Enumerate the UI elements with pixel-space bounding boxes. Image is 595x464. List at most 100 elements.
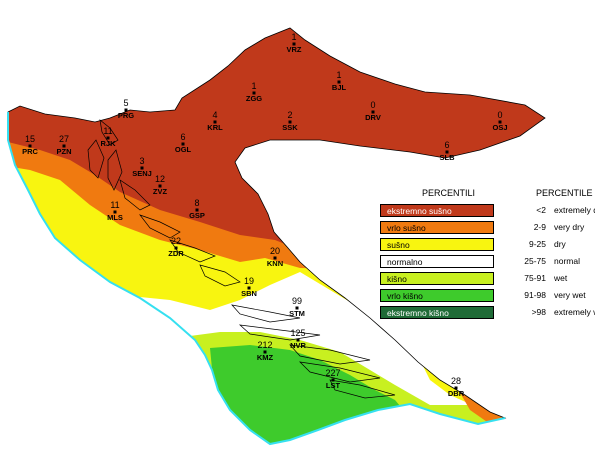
- station-krl: 4 KRL: [207, 110, 223, 132]
- station-dot: [28, 144, 32, 148]
- legend-label-hr: ekstremno kišno: [387, 308, 449, 318]
- station-dot: [195, 208, 199, 212]
- legend-range: >98: [531, 307, 546, 317]
- station-code: RJK: [100, 139, 116, 148]
- station-dot: [106, 136, 110, 140]
- station-pzn: 27 PZN: [57, 134, 72, 156]
- station-dot: [140, 166, 144, 170]
- station-code: BJL: [332, 83, 347, 92]
- station-dot: [124, 108, 128, 112]
- station-code: KRL: [207, 123, 223, 132]
- legend-label-en: very wet: [554, 290, 586, 300]
- station-osj: 0 OSJ: [492, 110, 507, 132]
- station-vrz: 1 VRZ: [287, 32, 302, 54]
- station-value: 1: [251, 81, 256, 91]
- station-value: 11: [103, 126, 112, 136]
- station-dot: [213, 120, 217, 124]
- station-code: KNN: [267, 259, 283, 268]
- station-slb: 6 SLB: [440, 140, 456, 162]
- legend-row: ekstremno sušno <2 extremely dry: [378, 204, 595, 218]
- station-bjl: 1 BJL: [332, 70, 347, 92]
- station-value: 4: [212, 110, 217, 120]
- station-value: 12: [155, 174, 165, 184]
- station-value: 27: [59, 134, 69, 144]
- station-sbn: 19 SBN: [241, 276, 257, 298]
- station-zgg: 1 ZGG: [246, 81, 262, 103]
- station-value: 0: [497, 110, 502, 120]
- station-code: DRV: [365, 113, 381, 122]
- legend-range: 91-98: [524, 290, 546, 300]
- station-value: 6: [180, 132, 185, 142]
- station-code: DBR: [448, 389, 465, 398]
- station-prg: 5 PRG: [118, 98, 134, 120]
- station-dot: [296, 338, 300, 342]
- adriatic-coastline: [7, 112, 506, 446]
- station-dot: [62, 144, 66, 148]
- station-value: 8: [194, 198, 199, 208]
- legend-label-en: wet: [554, 273, 568, 283]
- station-code: PZN: [57, 147, 72, 156]
- station-value: 15: [25, 134, 35, 144]
- station-code: SLB: [440, 153, 456, 162]
- station-dot: [273, 256, 277, 260]
- station-mls: 11 MLS: [107, 200, 123, 222]
- station-ssk: 2 SSK: [282, 110, 298, 132]
- islands: [87, 119, 396, 399]
- legend-range: 2-9: [533, 222, 546, 232]
- legend-row: vrlo sušno 2-9 very dry: [378, 221, 594, 235]
- station-dot: [113, 210, 117, 214]
- station-zvz: 12 ZVZ: [153, 174, 168, 196]
- legend-swatch: ekstremno kišno: [380, 306, 494, 319]
- legend-swatch: vrlo sušno: [380, 221, 494, 234]
- station-nvr: 125 NVR: [290, 328, 306, 350]
- legend-range: 75-91: [524, 273, 546, 283]
- legend-label-hr: normalno: [387, 257, 423, 267]
- station-dot: [252, 91, 256, 95]
- legend-label-hr: kišno: [387, 274, 407, 284]
- station-value: 2: [287, 110, 292, 120]
- station-value: 212: [257, 340, 272, 350]
- legend-row: kišno 75-91 wet: [378, 272, 594, 286]
- station-prc: 15 PRC: [22, 134, 38, 156]
- legend-swatch: normalno: [380, 255, 494, 268]
- legend-row: normalno 25-75 normal: [378, 255, 594, 269]
- station-value: 227: [325, 368, 340, 378]
- station-code: OGL: [175, 145, 192, 154]
- legend-header-en: PERCENTILE: [536, 188, 593, 198]
- station-dot: [337, 80, 341, 84]
- legend-range: 9-25: [528, 239, 546, 249]
- station-stm: 99 STM: [289, 296, 305, 318]
- station-dot: [263, 350, 267, 354]
- station-value: 6: [444, 140, 449, 150]
- legend-range: <2: [536, 205, 546, 215]
- station-code: GSP: [189, 211, 205, 220]
- station-code: SENJ: [132, 169, 152, 178]
- legend-row: ekstremno kišno >98 extremely wet: [378, 306, 595, 320]
- legend-label-en: extremely dry: [554, 205, 595, 215]
- station-senj: 3 SENJ: [132, 156, 152, 178]
- legend-range: 25-75: [524, 256, 546, 266]
- station-zdr: 22 ZDR: [168, 236, 184, 258]
- station-value: 1: [291, 32, 296, 42]
- station-code: KMZ: [257, 353, 274, 362]
- station-drv: 0 DRV: [365, 100, 381, 122]
- station-code: STM: [289, 309, 305, 318]
- station-knn: 20 KNN: [267, 246, 283, 268]
- legend-label-hr: ekstremno sušno: [387, 206, 452, 216]
- station-dot: [498, 120, 502, 124]
- station-dot: [174, 246, 178, 250]
- station-value: 20: [270, 246, 280, 256]
- legend-row: sušno 9-25 dry: [378, 238, 594, 252]
- station-dbr: 28 DBR: [448, 376, 465, 398]
- legend-label-hr: sušno: [387, 240, 410, 250]
- station-code: ZGG: [246, 94, 262, 103]
- station-dot: [288, 120, 292, 124]
- legend-label-en: extremely wet: [554, 307, 595, 317]
- station-dot: [158, 184, 162, 188]
- station-markers: 1 VRZ 1 BJL 1 ZGG 0 DRV 0 OSJ 5 PRG 4 KRL 2 SSK 6 OGL 6 SLB…: [22, 32, 507, 398]
- station-value: 28: [451, 376, 461, 386]
- station-value: 19: [244, 276, 254, 286]
- station-code: OSJ: [492, 123, 507, 132]
- station-value: 1: [336, 70, 341, 80]
- station-value: 0: [370, 100, 375, 110]
